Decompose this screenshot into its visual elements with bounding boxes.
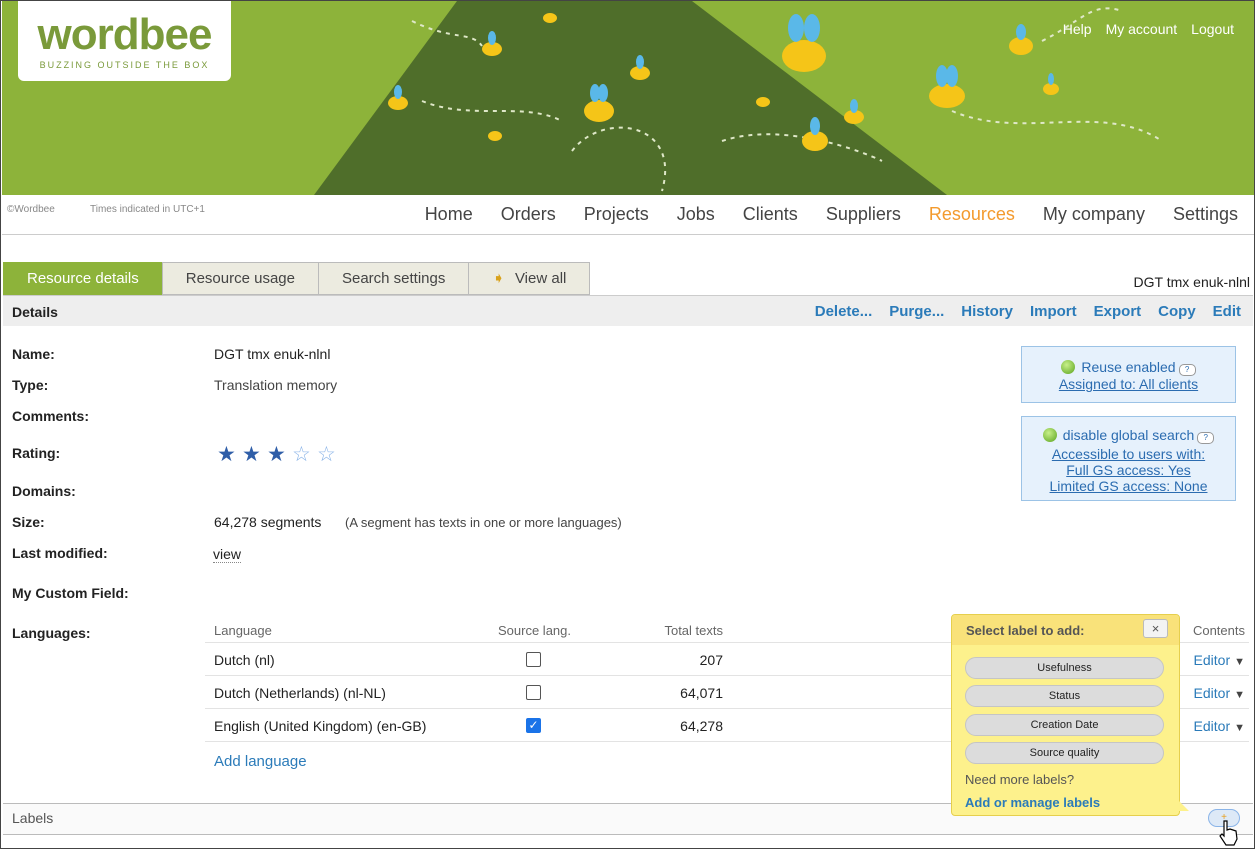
status-green-icon bbox=[1042, 428, 1057, 442]
edit-action[interactable]: Edit bbox=[1212, 303, 1241, 320]
status-green-icon bbox=[1061, 360, 1076, 374]
total-texts: 207 bbox=[699, 652, 723, 668]
main-nav: ©Wordbee Times indicated in UTC+1 Home O… bbox=[2, 195, 1254, 235]
wordbee-logo[interactable]: wordbee BUZZING OUTSIDE THE BOX bbox=[18, 1, 231, 81]
star-icon[interactable]: ☆ bbox=[292, 443, 311, 466]
assigned-clients-link[interactable]: Assigned to: All clients bbox=[1058, 376, 1199, 392]
chevron-down-icon: ▼ bbox=[1234, 722, 1245, 734]
history-action[interactable]: History bbox=[961, 303, 1013, 320]
nav-projects[interactable]: Projects bbox=[583, 204, 649, 224]
total-texts: 64,278 bbox=[680, 718, 723, 734]
copy-action[interactable]: Copy bbox=[1158, 303, 1196, 320]
export-action[interactable]: Export bbox=[1093, 303, 1142, 320]
total-texts: 64,071 bbox=[680, 685, 723, 701]
nav-clients[interactable]: Clients bbox=[742, 204, 798, 224]
last-modified-label: Last modified: bbox=[12, 545, 108, 561]
source-lang-checkbox[interactable] bbox=[526, 652, 541, 667]
tab-resource-details[interactable]: Resource details bbox=[3, 262, 163, 295]
type-label: Type: bbox=[12, 377, 49, 393]
accessible-link[interactable]: Accessible to users with: bbox=[1051, 446, 1206, 462]
table-row: Dutch (nl) 207 Editor ▼ bbox=[205, 643, 1249, 676]
star-icon[interactable]: ★ bbox=[217, 443, 236, 466]
bee-illustration bbox=[314, 1, 1163, 195]
bee-icons bbox=[388, 13, 1059, 151]
chevron-down-icon: ▼ bbox=[1234, 689, 1245, 701]
size-note: (A segment has texts in one or more lang… bbox=[345, 515, 622, 530]
nav-settings[interactable]: Settings bbox=[1172, 204, 1238, 224]
type-value: Translation memory bbox=[214, 377, 338, 393]
arrow-right-icon: ➧ bbox=[492, 270, 505, 287]
reuse-box: Reuse enabled? Assigned to: All clients bbox=[1021, 346, 1236, 403]
label-option-source-quality[interactable]: Source quality bbox=[965, 742, 1164, 764]
hand-cursor-icon bbox=[1219, 820, 1238, 846]
need-more-labels-text: Need more labels? bbox=[965, 772, 1075, 787]
nav-my-company[interactable]: My company bbox=[1042, 204, 1145, 224]
custom-field-label: My Custom Field: bbox=[12, 585, 129, 601]
help-bubble-icon[interactable]: ? bbox=[1197, 432, 1215, 444]
name-value: DGT tmx enuk-nlnl bbox=[214, 346, 331, 362]
label-picker-popup: Select label to add: × Usefulness Status… bbox=[951, 614, 1189, 816]
last-modified-view-link[interactable]: view bbox=[213, 546, 242, 563]
help-bubble-icon[interactable]: ? bbox=[1178, 364, 1196, 376]
chevron-down-icon: ▼ bbox=[1234, 656, 1245, 668]
table-header: Language Source lang. Total texts Conten… bbox=[205, 618, 1249, 643]
close-icon[interactable]: × bbox=[1143, 619, 1168, 638]
language-name: English (United Kingdom) (en-GB) bbox=[214, 718, 427, 734]
table-row: English (United Kingdom) (en-GB) ✓ 64,27… bbox=[205, 709, 1249, 742]
resource-title: DGT tmx enuk-nlnl bbox=[1133, 274, 1250, 290]
help-link[interactable]: Help bbox=[1062, 21, 1092, 37]
purge-action[interactable]: Purge... bbox=[889, 303, 945, 320]
languages-table: Language Source lang. Total texts Conten… bbox=[205, 618, 1249, 742]
tab-view-all[interactable]: ➧ View all bbox=[468, 262, 591, 295]
copyright: ©Wordbee bbox=[7, 204, 55, 215]
label-option-status[interactable]: Status bbox=[965, 685, 1164, 707]
editor-link[interactable]: Editor ▼ bbox=[1193, 652, 1245, 668]
import-action[interactable]: Import bbox=[1029, 303, 1077, 320]
nav-orders[interactable]: Orders bbox=[500, 204, 556, 224]
star-icon[interactable]: ☆ bbox=[317, 443, 336, 466]
label-option-creation-date[interactable]: Creation Date bbox=[965, 714, 1164, 736]
source-lang-checkbox[interactable]: ✓ bbox=[526, 718, 541, 733]
details-header: Details Delete... Purge... History Impor… bbox=[3, 295, 1253, 326]
label-option-usefulness[interactable]: Usefulness bbox=[965, 657, 1164, 679]
star-icon[interactable]: ★ bbox=[242, 443, 261, 466]
editor-link[interactable]: Editor ▼ bbox=[1193, 718, 1245, 734]
source-lang-checkbox[interactable] bbox=[526, 685, 541, 700]
size-label: Size: bbox=[12, 514, 45, 530]
nav-suppliers[interactable]: Suppliers bbox=[825, 204, 901, 224]
nav-home[interactable]: Home bbox=[424, 204, 473, 224]
languages-label: Languages: bbox=[12, 625, 91, 641]
limited-gs-link[interactable]: Limited GS access: None bbox=[1049, 478, 1208, 494]
table-row: Dutch (Netherlands) (nl-NL) 64,071 Edito… bbox=[205, 676, 1249, 709]
tab-resource-usage[interactable]: Resource usage bbox=[161, 262, 319, 295]
comments-label: Comments: bbox=[12, 408, 90, 424]
name-label: Name: bbox=[12, 346, 55, 362]
delete-action[interactable]: Delete... bbox=[814, 303, 873, 320]
add-language-link[interactable]: Add language bbox=[214, 753, 307, 770]
nav-jobs[interactable]: Jobs bbox=[676, 204, 715, 224]
language-name: Dutch (nl) bbox=[214, 652, 275, 668]
domains-label: Domains: bbox=[12, 483, 76, 499]
add-manage-labels-link[interactable]: Add or manage labels bbox=[965, 795, 1101, 810]
logout-link[interactable]: Logout bbox=[1191, 21, 1234, 37]
star-icon[interactable]: ★ bbox=[267, 443, 286, 466]
my-account-link[interactable]: My account bbox=[1105, 21, 1178, 37]
language-name: Dutch (Netherlands) (nl-NL) bbox=[214, 685, 386, 701]
global-search-box: disable global search? Accessible to use… bbox=[1021, 416, 1236, 501]
size-value: 64,278 segments bbox=[214, 514, 322, 530]
timezone-note: Times indicated in UTC+1 bbox=[90, 204, 205, 215]
header-banner: wordbee BUZZING OUTSIDE THE BOX Help My a… bbox=[2, 1, 1254, 195]
editor-link[interactable]: Editor ▼ bbox=[1193, 685, 1245, 701]
rating-label: Rating: bbox=[12, 445, 61, 461]
tab-search-settings[interactable]: Search settings bbox=[317, 262, 470, 295]
nav-resources[interactable]: Resources bbox=[928, 204, 1015, 224]
full-gs-link[interactable]: Full GS access: Yes bbox=[1066, 462, 1191, 478]
